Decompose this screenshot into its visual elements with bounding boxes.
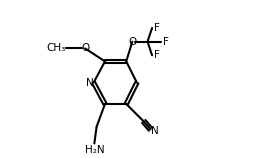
Text: F: F xyxy=(154,50,160,60)
Text: H₂N: H₂N xyxy=(85,145,104,155)
Text: CH₃: CH₃ xyxy=(46,43,66,53)
Text: F: F xyxy=(154,23,160,33)
Text: O: O xyxy=(128,37,136,47)
Text: O: O xyxy=(81,43,89,53)
Text: N: N xyxy=(151,126,159,136)
Text: N: N xyxy=(86,78,94,88)
Text: F: F xyxy=(163,37,169,47)
